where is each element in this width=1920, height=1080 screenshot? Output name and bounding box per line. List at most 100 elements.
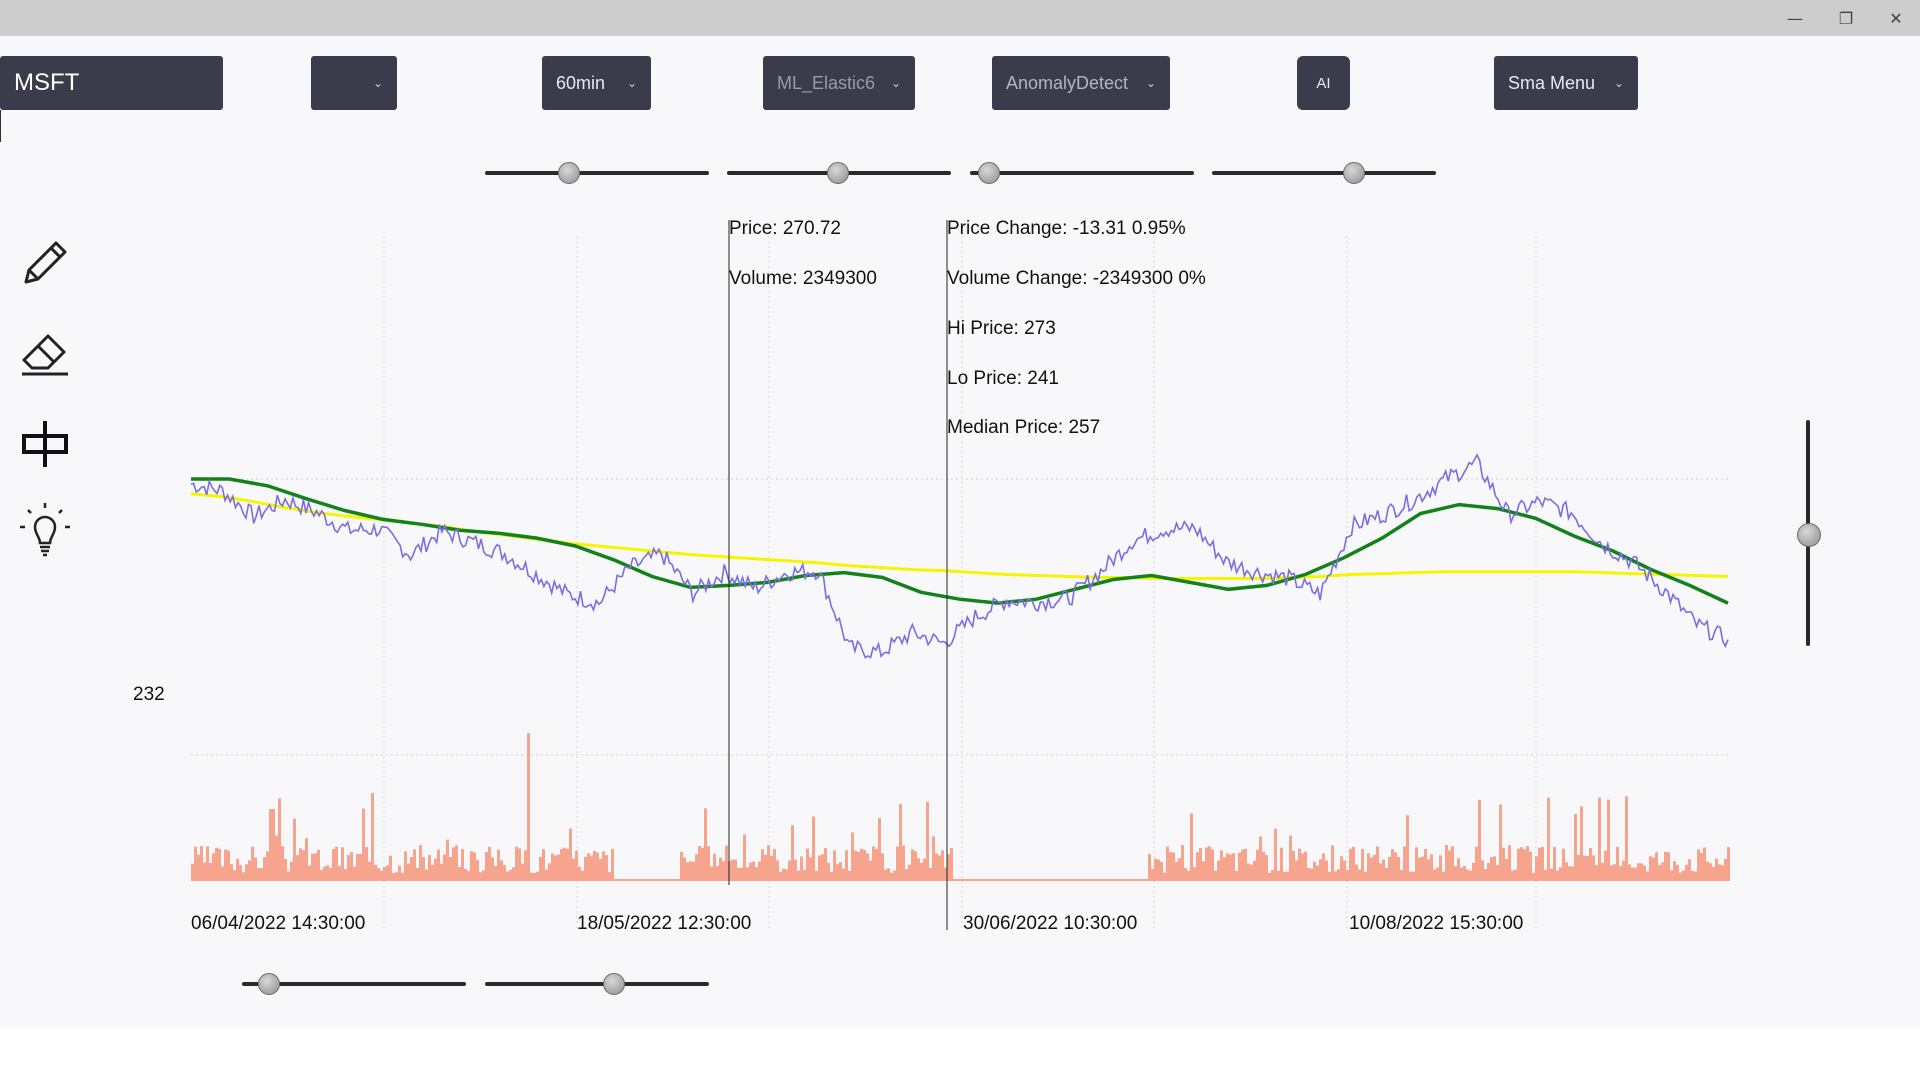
volume-bar bbox=[1472, 862, 1475, 881]
volume-bar bbox=[767, 845, 770, 881]
slider-thumb[interactable] bbox=[978, 162, 1001, 184]
volume-bar bbox=[1118, 879, 1121, 881]
symbol-input[interactable]: MSFT bbox=[0, 56, 223, 110]
volume-bar bbox=[647, 879, 650, 881]
volume-bar bbox=[683, 857, 686, 881]
top-slider-3[interactable] bbox=[970, 162, 1194, 184]
x-tick-label: 18/05/2022 12:30:00 bbox=[577, 913, 752, 934]
volume-bar bbox=[1154, 858, 1157, 881]
volume-bar bbox=[659, 879, 662, 881]
volume-bar bbox=[782, 868, 785, 881]
chevron-down-icon: ⌄ bbox=[1145, 76, 1156, 90]
volume-bar bbox=[845, 850, 848, 881]
top-slider-4[interactable] bbox=[1212, 162, 1436, 184]
slider-thumb[interactable] bbox=[826, 162, 849, 184]
volume-bar bbox=[371, 793, 374, 881]
volume-bar bbox=[1163, 872, 1166, 881]
chevron-down-icon: ⌄ bbox=[1613, 76, 1624, 90]
volume-bar bbox=[1022, 879, 1025, 881]
volume-bar bbox=[1352, 846, 1355, 881]
volume-bar bbox=[590, 855, 593, 881]
volume-bar bbox=[431, 864, 434, 881]
y-axis-label: 232 bbox=[133, 684, 165, 705]
info-lo-price: Lo Price: 241 bbox=[947, 368, 1059, 389]
volume-bar bbox=[1484, 869, 1487, 881]
vertical-zoom-slider[interactable] bbox=[1796, 420, 1821, 646]
volume-bar bbox=[1142, 879, 1145, 881]
volume-bar bbox=[308, 865, 311, 881]
volume-bar bbox=[815, 871, 818, 881]
volume-bar bbox=[1379, 863, 1382, 881]
volume-bar bbox=[227, 850, 230, 881]
top-slider-2[interactable] bbox=[727, 162, 951, 184]
volume-bar bbox=[1106, 879, 1109, 881]
volume-bar bbox=[1538, 847, 1541, 881]
eraser-tool[interactable] bbox=[14, 322, 76, 384]
volume-bar bbox=[386, 865, 389, 881]
volume-bar bbox=[599, 859, 602, 881]
empty-dropdown[interactable]: ⌄ bbox=[311, 56, 397, 110]
candlestick-tool[interactable] bbox=[14, 413, 76, 475]
volume-bar bbox=[1478, 799, 1481, 881]
volume-bar bbox=[1238, 852, 1241, 881]
volume-bar bbox=[698, 845, 701, 881]
insight-tool[interactable] bbox=[14, 499, 76, 561]
slider-thumb[interactable] bbox=[1797, 523, 1821, 547]
volume-bar bbox=[581, 870, 584, 881]
slider-thumb[interactable] bbox=[603, 973, 626, 995]
volume-bar bbox=[1469, 870, 1472, 881]
volume-bar bbox=[1694, 871, 1697, 881]
volume-bar bbox=[1532, 872, 1535, 881]
volume-bar bbox=[743, 834, 746, 881]
volume-bar bbox=[968, 879, 971, 881]
volume-bar bbox=[923, 858, 926, 881]
volume-bar bbox=[1247, 863, 1250, 881]
volume-bar bbox=[626, 879, 629, 881]
bottom-slider-2[interactable] bbox=[485, 973, 709, 995]
volume-bar bbox=[545, 869, 548, 881]
top-slider-1[interactable] bbox=[485, 162, 709, 184]
volume-bar bbox=[1598, 797, 1601, 881]
model-dropdown[interactable]: ML_Elastic6 ⌄ bbox=[763, 56, 915, 110]
volume-bar bbox=[854, 850, 857, 881]
volume-bar bbox=[1460, 867, 1463, 881]
anomaly-dropdown[interactable]: AnomalyDetect ⌄ bbox=[992, 56, 1170, 110]
volume-bar bbox=[1568, 866, 1571, 881]
bottom-slider-1[interactable] bbox=[242, 973, 466, 995]
volume-bar bbox=[1496, 865, 1499, 881]
volume-bar bbox=[1619, 866, 1622, 881]
sma-menu-dropdown[interactable]: Sma Menu ⌄ bbox=[1494, 56, 1638, 110]
volume-bar bbox=[305, 838, 308, 881]
volume-bar bbox=[1499, 804, 1502, 881]
maximize-icon[interactable]: ❐ bbox=[1838, 8, 1854, 28]
volume-bar bbox=[818, 855, 821, 881]
volume-bar bbox=[578, 866, 581, 881]
volume-bar bbox=[1715, 858, 1718, 881]
volume-bar bbox=[428, 854, 431, 881]
volume-bar bbox=[293, 818, 296, 881]
volume-bar bbox=[1244, 848, 1247, 881]
volume-bar bbox=[1160, 861, 1163, 881]
minimize-icon[interactable]: — bbox=[1787, 8, 1803, 28]
x-tick-label: 06/04/2022 14:30:00 bbox=[191, 913, 366, 934]
volume-bar bbox=[1262, 851, 1265, 881]
slider-thumb[interactable] bbox=[558, 162, 581, 184]
close-icon[interactable]: ✕ bbox=[1889, 8, 1903, 28]
interval-dropdown[interactable]: 60min ⌄ bbox=[542, 56, 651, 110]
price-line bbox=[190, 453, 1729, 659]
volume-bar bbox=[1340, 856, 1343, 881]
x-tick-label: 10/08/2022 15:30:00 bbox=[1349, 913, 1524, 934]
volume-bar bbox=[1307, 867, 1310, 881]
volume-bar bbox=[1289, 835, 1292, 881]
pencil-tool[interactable] bbox=[14, 232, 76, 294]
volume-bar bbox=[701, 847, 704, 881]
volume-bar bbox=[1139, 879, 1142, 881]
volume-bar bbox=[491, 857, 494, 881]
ai-button[interactable]: AI bbox=[1297, 56, 1350, 110]
slider-thumb[interactable] bbox=[258, 973, 281, 995]
slider-thumb[interactable] bbox=[1342, 162, 1365, 184]
volume-bar bbox=[1286, 871, 1289, 881]
volume-bar bbox=[764, 854, 767, 881]
volume-bar bbox=[1184, 868, 1187, 881]
